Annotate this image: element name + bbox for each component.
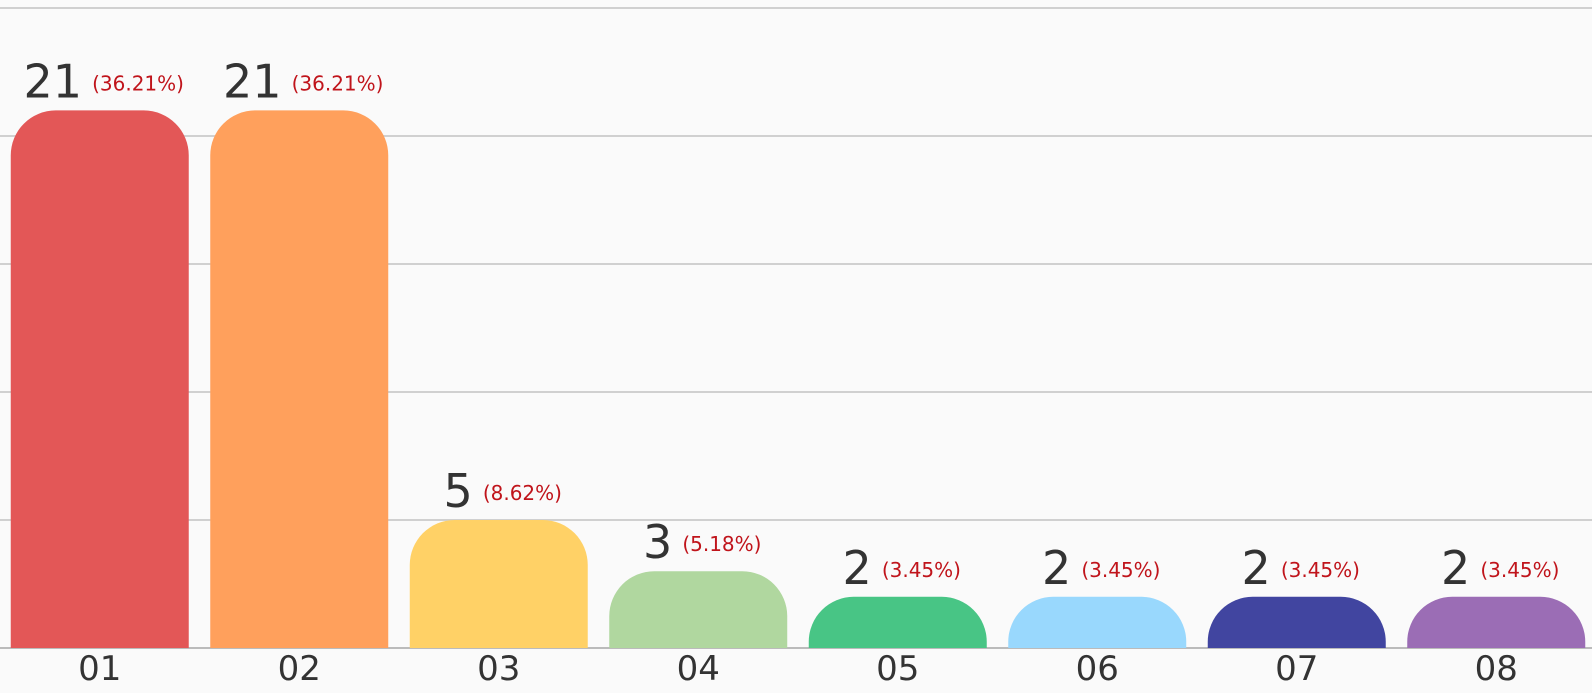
x-tick-label: 02 — [278, 649, 321, 689]
bar — [1008, 596, 1187, 648]
x-tick-label: 01 — [78, 649, 121, 689]
bar — [1407, 596, 1586, 648]
data-label: 2 (3.45%) — [1441, 540, 1559, 594]
percent-label: (36.21%) — [92, 71, 184, 95]
percent-label: (3.45%) — [1281, 557, 1360, 581]
bar — [1207, 596, 1386, 648]
percent-label: (36.21%) — [292, 71, 384, 95]
value-label: 5 — [444, 464, 473, 518]
data-label: 2 (3.45%) — [843, 540, 961, 594]
x-tick-label: 06 — [1076, 649, 1119, 689]
value-label: 3 — [643, 515, 672, 569]
value-label: 21 — [223, 54, 282, 108]
data-label: 5 (8.62%) — [444, 464, 562, 518]
x-tick-label: 07 — [1275, 649, 1318, 689]
value-label: 2 — [1441, 540, 1470, 594]
bar — [808, 596, 987, 648]
percent-label: (3.45%) — [1081, 557, 1160, 581]
value-label: 21 — [24, 54, 83, 108]
value-label: 2 — [1042, 540, 1071, 594]
bar — [609, 571, 788, 648]
bar — [10, 110, 189, 648]
x-tick-label: 03 — [477, 649, 520, 689]
bar — [409, 520, 588, 648]
data-label: 21 (36.21%) — [24, 54, 184, 108]
data-label: 3 (5.18%) — [643, 515, 761, 569]
percent-label: (3.45%) — [1480, 557, 1559, 581]
x-tick-label: 08 — [1475, 649, 1518, 689]
value-label: 2 — [1242, 540, 1271, 594]
data-label: 2 (3.45%) — [1242, 540, 1360, 594]
percent-label: (8.62%) — [483, 481, 562, 505]
percent-label: (3.45%) — [882, 557, 961, 581]
value-label: 2 — [843, 540, 872, 594]
x-tick-label: 04 — [677, 649, 720, 689]
percent-label: (5.18%) — [682, 532, 761, 556]
data-label: 2 (3.45%) — [1042, 540, 1160, 594]
bar — [210, 110, 389, 648]
data-label: 21 (36.21%) — [223, 54, 383, 108]
x-tick-label: 05 — [876, 649, 919, 689]
